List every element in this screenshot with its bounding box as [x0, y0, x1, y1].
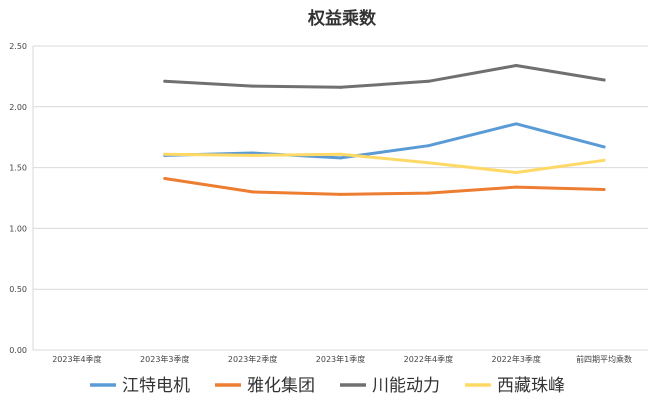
series-line-2 — [163, 64, 606, 89]
data-point — [602, 78, 606, 82]
x-tick-label: 2022年4季度 — [404, 354, 453, 364]
legend-label: 江特电机 — [122, 376, 190, 396]
legend-item: 川能动力 — [340, 376, 440, 396]
y-tick-label: 1.00 — [9, 224, 27, 233]
x-tick-label: 2023年3季度 — [140, 354, 189, 364]
x-tick-label: 2023年2季度 — [228, 354, 277, 364]
data-point — [426, 144, 430, 148]
x-tick-label: 2023年1季度 — [316, 354, 365, 364]
series-line-1 — [163, 177, 606, 196]
y-tick-label: 1.50 — [9, 164, 27, 173]
legend-item: 江特电机 — [90, 376, 190, 396]
legend-item: 西藏珠峰 — [465, 376, 565, 396]
data-point — [339, 152, 342, 156]
data-point — [602, 145, 606, 149]
data-point — [339, 156, 342, 160]
data-point — [426, 161, 430, 165]
data-point — [426, 191, 430, 195]
chart-title: 权益乘数 — [307, 8, 377, 29]
data-point — [514, 170, 518, 174]
legend-label: 川能动力 — [372, 376, 440, 396]
legend-item: 雅化集团 — [215, 376, 315, 396]
data-point — [339, 85, 342, 89]
y-tick-label: 2.00 — [9, 103, 27, 112]
data-point — [251, 151, 255, 155]
y-axis-ticks: 0.00 0.50 1.00 1.50 2.00 2.50 — [9, 42, 27, 355]
series-line-0 — [163, 122, 606, 160]
data-point — [339, 192, 342, 196]
data-point — [602, 187, 606, 191]
y-tick-label: 2.50 — [9, 42, 27, 51]
data-point — [602, 158, 606, 162]
gridlines — [32, 45, 648, 351]
legend-label: 雅化集团 — [247, 376, 315, 396]
data-point — [163, 152, 167, 156]
data-point — [514, 122, 518, 126]
data-point — [251, 153, 255, 157]
x-axis-ticks: 2023年4季度 2023年3季度 2023年2季度 2023年1季度 2022年4季度… — [52, 354, 632, 364]
y-tick-label: 0.00 — [9, 346, 27, 355]
x-tick-label: 2023年4季度 — [52, 354, 101, 364]
data-point — [426, 79, 430, 83]
data-point — [163, 79, 167, 83]
x-tick-label: 前四期平均乘数 — [576, 354, 632, 364]
x-tick-label: 2022年3季度 — [491, 354, 540, 364]
series-lines — [163, 63, 606, 196]
data-point — [163, 177, 167, 181]
series-line-3 — [163, 152, 606, 174]
data-point — [251, 190, 255, 194]
legend-label: 西藏珠峰 — [497, 376, 565, 396]
y-tick-label: 0.50 — [9, 285, 27, 294]
data-point — [514, 63, 518, 67]
data-point — [514, 185, 518, 189]
legend: 江特电机 雅化集团 川能动力 西藏珠峰 — [90, 376, 565, 396]
data-point — [251, 84, 255, 88]
